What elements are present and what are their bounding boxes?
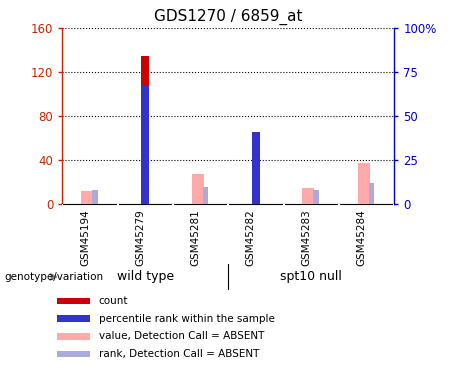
Text: value, Detection Call = ABSENT: value, Detection Call = ABSENT — [99, 331, 264, 341]
Bar — [252, 132, 260, 204]
Text: GSM45284: GSM45284 — [356, 209, 366, 266]
Bar — [92, 190, 98, 204]
Bar — [142, 56, 149, 204]
Bar — [252, 136, 260, 204]
FancyBboxPatch shape — [57, 315, 90, 322]
FancyBboxPatch shape — [57, 351, 90, 357]
Text: count: count — [99, 296, 128, 306]
Text: GSM45194: GSM45194 — [80, 209, 90, 266]
Bar — [142, 84, 149, 204]
FancyBboxPatch shape — [57, 333, 90, 339]
Bar — [192, 174, 204, 204]
FancyBboxPatch shape — [57, 298, 90, 304]
Bar — [358, 162, 370, 204]
Bar — [81, 191, 93, 204]
Text: GSM45283: GSM45283 — [301, 209, 311, 266]
Bar — [369, 183, 374, 204]
Title: GDS1270 / 6859_at: GDS1270 / 6859_at — [154, 9, 302, 26]
Text: rank, Detection Call = ABSENT: rank, Detection Call = ABSENT — [99, 349, 259, 359]
Text: spt10 null: spt10 null — [280, 270, 342, 284]
Text: percentile rank within the sample: percentile rank within the sample — [99, 314, 275, 324]
Bar — [203, 187, 208, 204]
Text: GSM45279: GSM45279 — [135, 209, 145, 266]
Text: genotype/variation: genotype/variation — [5, 272, 104, 282]
Text: wild type: wild type — [117, 270, 174, 284]
Bar — [313, 190, 319, 204]
Text: GSM45281: GSM45281 — [190, 209, 201, 266]
Bar — [302, 188, 314, 204]
Text: GSM45282: GSM45282 — [246, 209, 256, 266]
